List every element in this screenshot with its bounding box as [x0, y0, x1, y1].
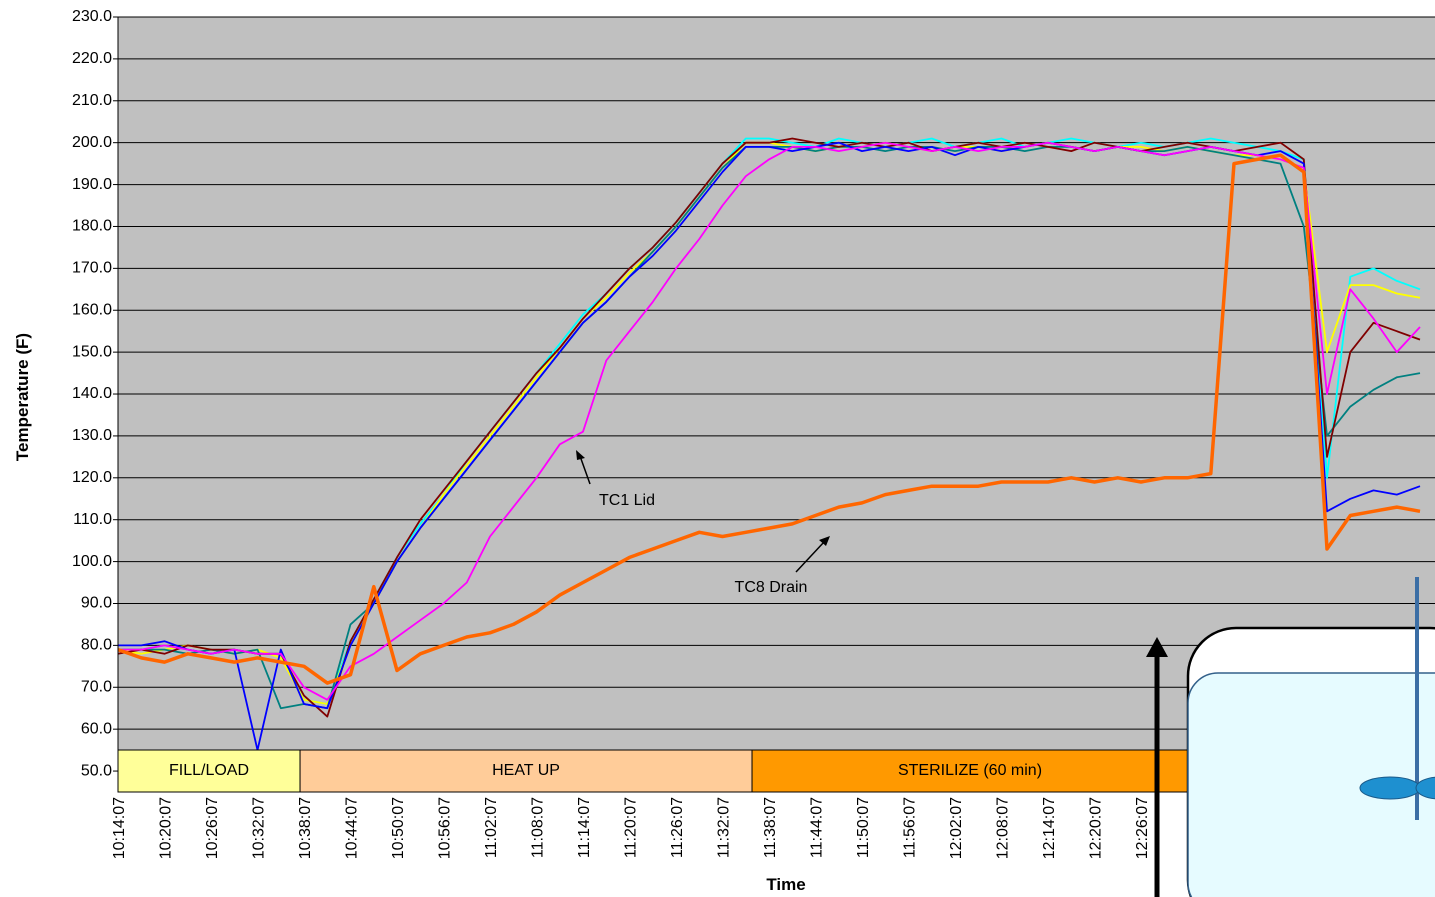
x-tick-label: 10:20:07 — [158, 797, 175, 859]
x-tick-label: 11:02:07 — [483, 797, 500, 858]
x-tick-label: 11:08:07 — [530, 797, 547, 858]
annotation-arrow — [579, 455, 591, 485]
phase-band — [299, 749, 753, 793]
impeller-blade — [1359, 776, 1421, 800]
x-tick-label: 12:08:07 — [995, 797, 1012, 859]
x-tick-label: 10:50:07 — [390, 797, 407, 859]
y-tick-label: 220.0 — [72, 50, 112, 67]
annotation-arrow — [795, 541, 825, 573]
y-tick-label: 230.0 — [72, 8, 112, 25]
x-tick-label: 11:20:07 — [623, 797, 640, 858]
x-tick-label: 10:56:07 — [437, 797, 454, 859]
x-tick-label: 11:56:07 — [902, 797, 919, 858]
y-tick-label: 160.0 — [72, 301, 112, 318]
x-tick-label: 12:26:07 — [1134, 797, 1151, 859]
x-tick-label: 11:26:07 — [669, 797, 686, 858]
y-tick-label: 210.0 — [72, 92, 112, 109]
x-tick-label: 10:38:07 — [297, 797, 314, 859]
x-tick-label: 10:14:07 — [111, 797, 128, 859]
y-tick-label: 110.0 — [73, 511, 112, 528]
x-tick-label: 10:32:07 — [251, 797, 268, 859]
y-tick-label: 80.0 — [81, 637, 112, 654]
y-tick-label: 170.0 — [72, 260, 112, 277]
x-tick-label: 11:32:07 — [716, 797, 733, 858]
y-tick-label: 140.0 — [72, 385, 112, 402]
arrow-head — [819, 536, 830, 546]
y-tick-label: 120.0 — [72, 469, 112, 486]
x-tick-label: 12:20:07 — [1088, 797, 1105, 859]
x-tick-label: 11:38:07 — [762, 797, 779, 858]
x-tick-label: 10:26:07 — [204, 797, 221, 859]
y-tick-label: 190.0 — [72, 176, 112, 193]
y-tick-label: 150.0 — [72, 343, 112, 360]
x-tick-label: 11:50:07 — [855, 797, 872, 858]
impeller-blade — [1415, 776, 1435, 800]
y-tick-label: 90.0 — [81, 595, 112, 612]
phase-label: HEAT UP — [492, 762, 560, 779]
x-tick-label: 12:02:07 — [948, 797, 965, 859]
y-tick-label: 200.0 — [72, 134, 112, 151]
x-tick-label: 12:14:07 — [1041, 797, 1058, 859]
x-tick-label: 10:44:07 — [344, 797, 361, 859]
x-tick-label: 11:14:07 — [576, 797, 593, 858]
y-tick-label: 70.0 — [81, 678, 112, 695]
x-tick-label: 11:44:07 — [809, 797, 826, 858]
annotation: TC8 Drain — [735, 579, 808, 596]
series-line — [118, 141, 1421, 701]
vessel-liquid — [1187, 672, 1435, 897]
y-tick-label: 180.0 — [72, 218, 112, 235]
annotation: TC1 Lid — [599, 492, 655, 509]
phase-label: FILL/LOAD — [169, 762, 249, 779]
y-tick-label: 100.0 — [72, 553, 112, 570]
x-axis-title: Time — [766, 875, 805, 894]
y-tick-label: 60.0 — [81, 720, 112, 737]
phase-label: STERILIZE (60 min) — [898, 762, 1042, 779]
y-tick-label: 130.0 — [72, 427, 112, 444]
y-tick-label: 50.0 — [81, 762, 112, 779]
y-axis-title: Temperature (F) — [13, 333, 32, 461]
arrow-head — [1146, 637, 1168, 657]
series-line — [118, 153, 1421, 685]
arrow-head — [576, 450, 585, 460]
series-line — [118, 137, 1421, 718]
phase-band — [117, 749, 301, 793]
